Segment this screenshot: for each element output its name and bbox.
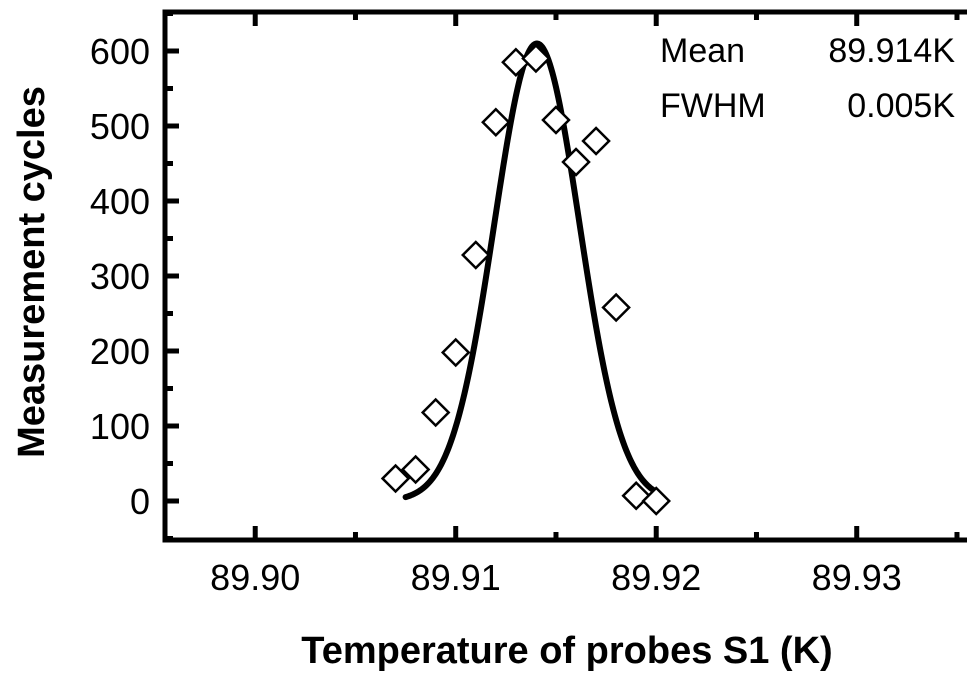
data-point-diamond: [420, 397, 451, 428]
data-point-diamond: [581, 126, 611, 156]
y-tick-label: 0: [130, 481, 150, 522]
marker-layer: [380, 43, 671, 516]
x-tick-label: 89.92: [611, 557, 701, 598]
x-axis: 89.90 89.91 89.92 89.93: [210, 12, 960, 598]
data-point-diamond: [400, 454, 431, 485]
data-point-diamond: [521, 43, 551, 74]
annotation-fwhm-value: 0.005K: [847, 87, 955, 125]
data-point-diamond: [380, 463, 411, 494]
x-tick-label: 89.90: [210, 557, 300, 598]
data-point-diamond: [621, 480, 651, 511]
data-point-diamond: [561, 147, 591, 177]
data-point-diamond: [641, 486, 671, 516]
data-point-diamond: [541, 105, 571, 135]
fit-layer: [402, 40, 660, 501]
y-axis-title: Measurement cycles: [11, 86, 53, 458]
data-point-diamond: [481, 107, 511, 138]
annotation-mean-value: 89.914K: [828, 32, 955, 70]
data-point-diamond: [440, 337, 471, 368]
x-tick-label: 89.91: [411, 557, 501, 598]
data-point-diamond: [601, 292, 631, 323]
y-axis: 0 100 200 300 400 500 600: [90, 11, 179, 541]
data-point-diamond: [461, 240, 491, 270]
y-tick-label: 500: [90, 106, 150, 147]
gaussian-fit-line: [402, 40, 660, 501]
y-tick-label: 300: [90, 256, 150, 297]
x-axis-title: Temperature of probes S1 (K): [301, 630, 832, 672]
annotation-mean-label: Mean: [660, 32, 745, 70]
y-tick-label: 400: [90, 181, 150, 222]
x-tick-label: 89.93: [812, 557, 902, 598]
y-tick-label: 200: [90, 331, 150, 372]
y-tick-label: 100: [90, 406, 150, 447]
y-tick-label: 600: [90, 31, 150, 72]
annotation-fwhm-label: FWHM: [660, 87, 766, 125]
